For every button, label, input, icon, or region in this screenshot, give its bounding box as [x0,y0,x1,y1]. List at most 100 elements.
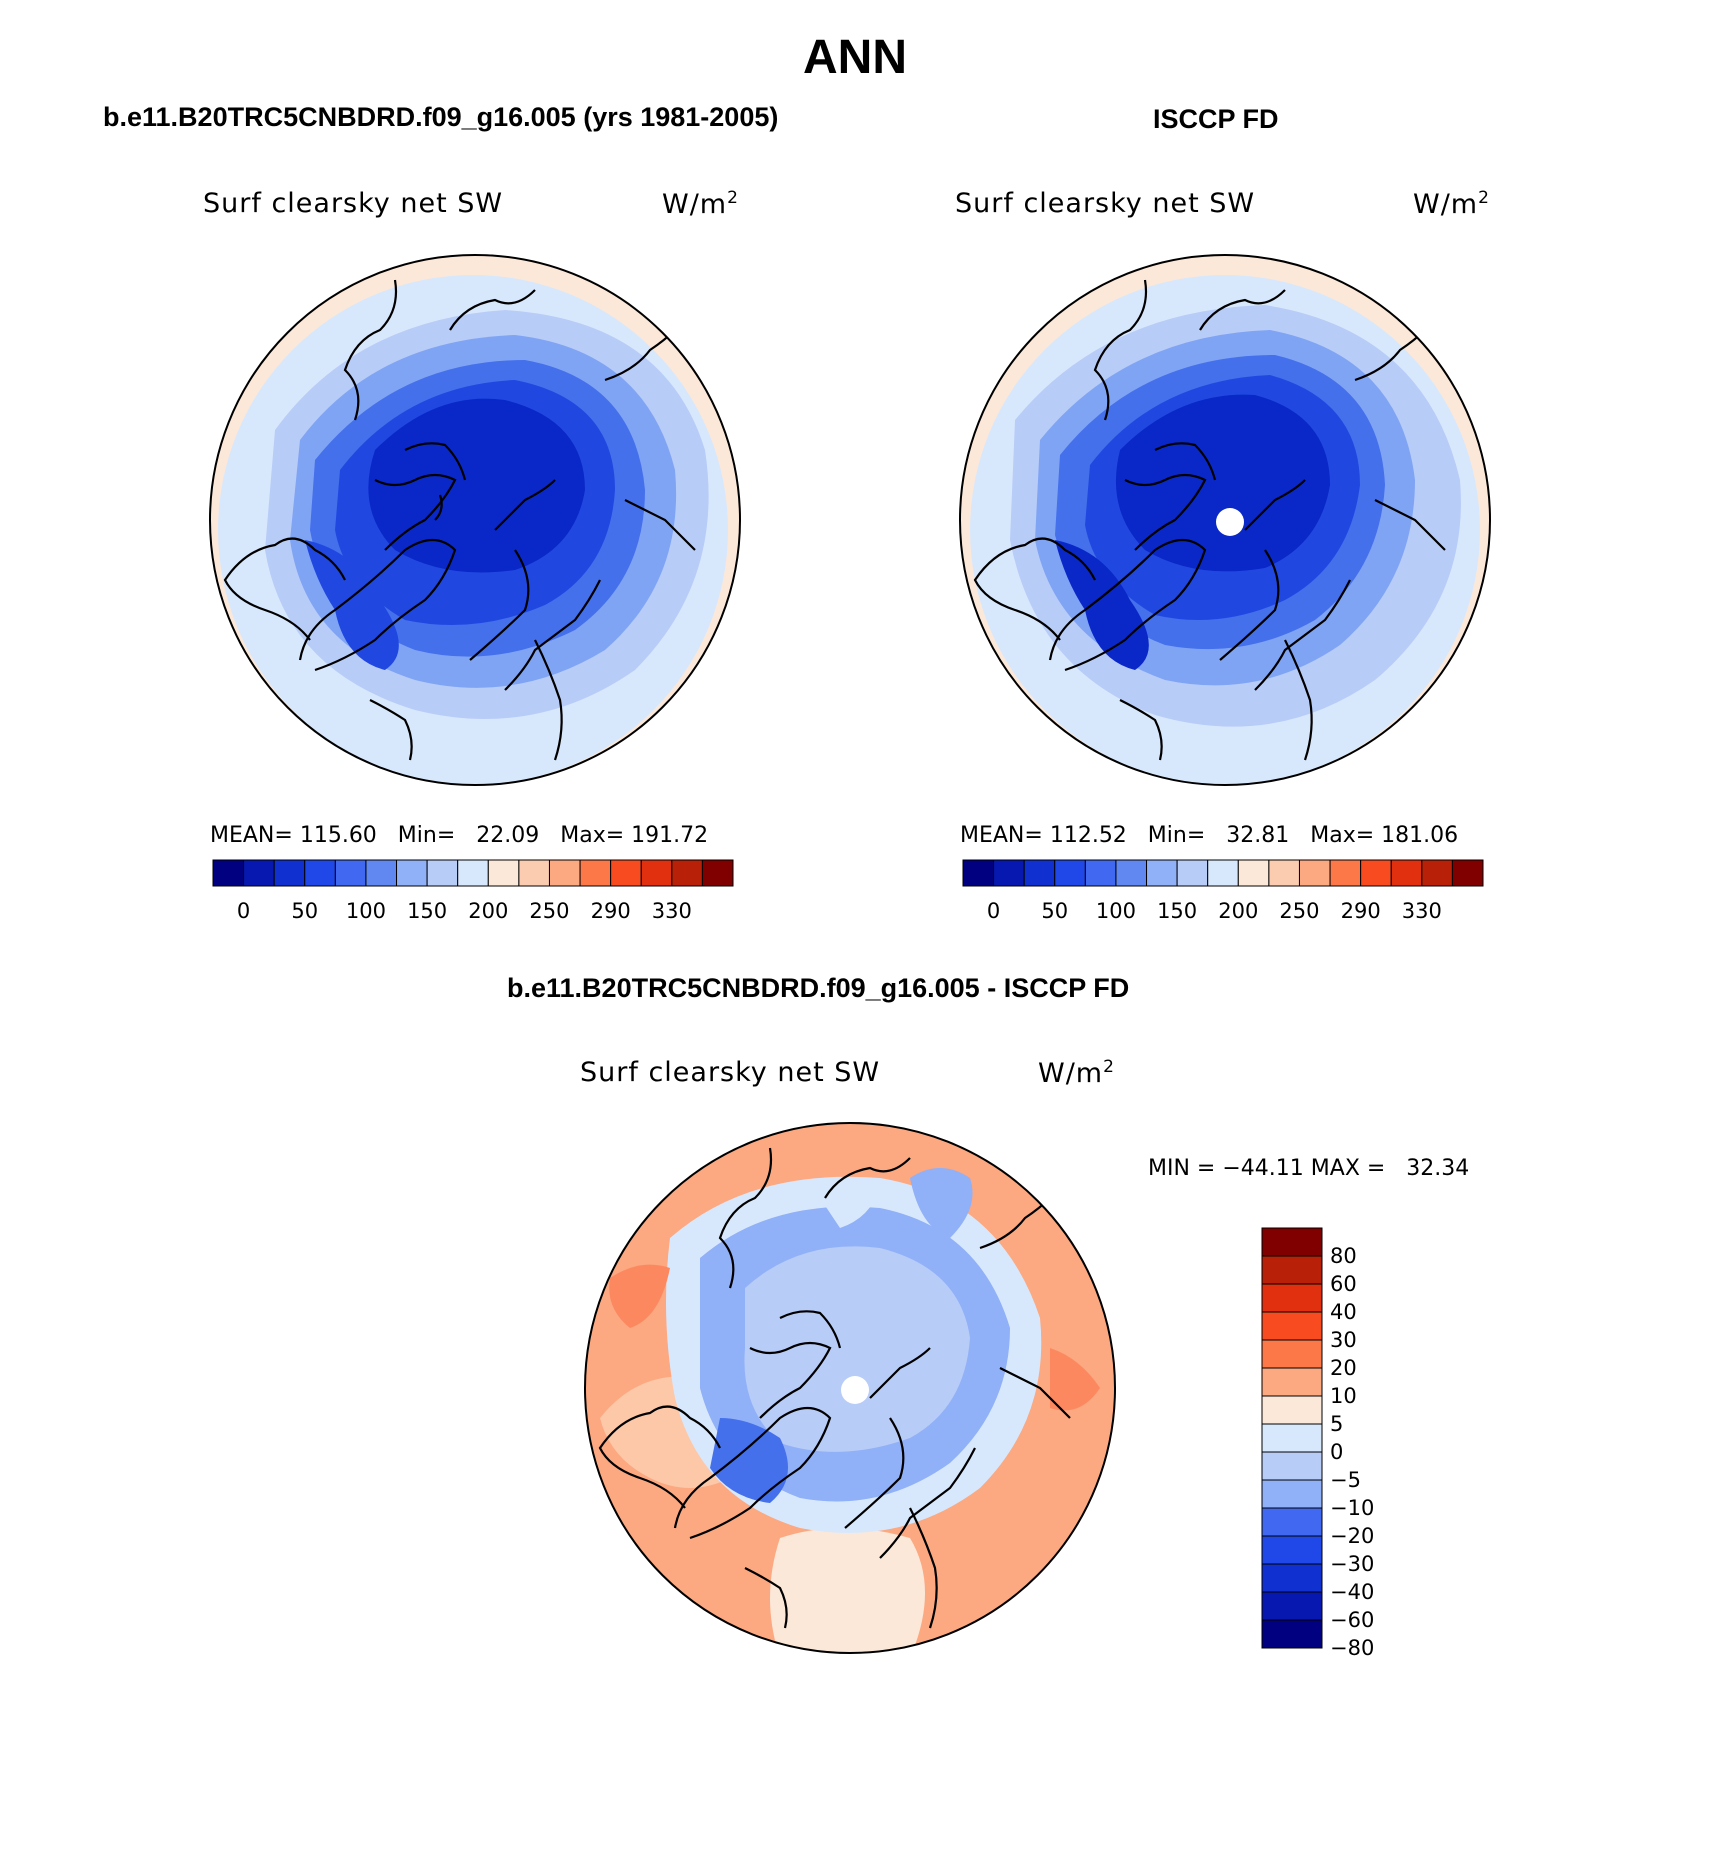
diff-colorbar-tick-label: −5 [1330,1468,1361,1492]
diff-colorbar-swatch [1261,1367,1323,1397]
diff-colorbar-swatch [1261,1535,1323,1565]
right-colorbar-tick-label: 50 [1041,899,1068,923]
diff-colorbar-tick-label: 60 [1330,1272,1357,1296]
diff-colorbar-tick-label: −40 [1330,1580,1374,1604]
right-colorbar-tick-label: 0 [987,899,1000,923]
diff-unit-label: W/m2 [1038,1057,1115,1089]
left-colorbar-tick-label: 250 [529,899,569,923]
diff-stats: MIN = −44.11 MAX = 32.34 [1148,1156,1470,1181]
right-colorbar-swatch [1176,859,1209,887]
right-colorbar-swatch [1115,859,1148,887]
right-colorbar-tick-label: 200 [1218,899,1258,923]
diff-panel-title: b.e11.B20TRC5CNBDRD.f09_g16.005 - ISCCP … [507,973,1130,1003]
right-panel-title: ISCCP FD [1153,104,1279,134]
right-colorbar-swatch [1023,859,1056,887]
diff-colorbar-tick-label: 80 [1330,1244,1357,1268]
diff-colorbar: 80 60 40 30 20 10 5 0 −5 −10 −20 −30 −40 −60 −80 [1261,1227,1374,1658]
left-colorbar-swatch [579,859,612,887]
left-colorbar-swatch [426,859,459,887]
diff-pole-mask [841,1376,869,1404]
diff-colorbar-swatch [1261,1619,1323,1649]
left-colorbar-swatch [243,859,275,887]
diff-colorbar-swatch [1261,1311,1323,1341]
diff-colorbar-tick-label: 20 [1330,1356,1357,1380]
right-colorbar-tick-label: 100 [1096,899,1136,923]
diff-colorbar-swatch [1261,1563,1323,1593]
diff-colorbar-tick-label: −10 [1330,1496,1374,1520]
right-colorbar-tick-label: 330 [1402,899,1442,923]
diff-colorbar-swatch [1261,1283,1323,1313]
diff-colorbar-swatch [1261,1339,1323,1369]
left-colorbar-tick-label: 0 [237,899,250,923]
left-colorbar-tick-label: 290 [591,899,631,923]
left-colorbar-swatch [548,859,581,887]
left-colorbar: 0 50 100 150 200 250 290 330 [212,859,734,923]
diff-colorbar-swatch [1261,1255,1323,1285]
diff-colorbar-tick-label: −20 [1330,1524,1374,1548]
left-stats: MEAN= 115.60 Min= 22.09 Max= 191.72 [210,823,709,848]
left-colorbar-swatch [640,859,673,887]
right-pole-mask [1216,508,1244,536]
left-colorbar-swatch [396,859,428,887]
left-variable-label: Surf clearsky net SW [203,188,504,219]
right-colorbar-tick-label: 290 [1341,899,1381,923]
diff-colorbar-tick-label: 30 [1330,1328,1357,1352]
diff-colorbar-tick-label: 10 [1330,1384,1357,1408]
left-colorbar-swatch [701,859,734,887]
diff-colorbar-swatch [1261,1395,1323,1425]
left-map-field [210,255,740,785]
diff-colorbar-tick-label: −80 [1330,1636,1374,1658]
right-colorbar-swatch [1207,859,1239,887]
left-colorbar-swatch [487,859,520,887]
left-colorbar-swatch [304,859,336,887]
main-title: ANN [803,31,907,84]
left-unit-label: W/m2 [662,188,739,220]
right-colorbar-swatch [1146,859,1178,887]
diff-colorbar-swatch [1261,1591,1323,1621]
left-colorbar-swatch [610,859,642,887]
right-colorbar-swatch [1360,859,1392,887]
left-colorbar-swatch [334,859,367,887]
right-colorbar-swatch [1421,859,1453,887]
left-colorbar-swatch [273,859,306,887]
diff-colorbar-tick-label: −30 [1330,1552,1374,1576]
diff-colorbar-tick-label: 5 [1330,1412,1343,1436]
right-colorbar: 0 50 100 150 200 250 290 330 [962,859,1484,923]
right-colorbar-swatch [1054,859,1086,887]
left-polar-map [209,254,741,786]
left-colorbar-tick-label: 50 [291,899,318,923]
left-colorbar-tick-label: 150 [407,899,447,923]
right-polar-map [959,254,1491,786]
left-colorbar-swatch [671,859,703,887]
left-colorbar-swatch [457,859,489,887]
diff-variable-label: Surf clearsky net SW [580,1057,881,1088]
diff-map-field [585,1123,1115,1653]
right-colorbar-swatch [1084,859,1117,887]
right-stats: MEAN= 112.52 Min= 32.81 Max= 181.06 [960,823,1459,848]
diff-colorbar-swatch [1261,1423,1323,1453]
right-colorbar-swatch [1298,859,1331,887]
right-colorbar-tick-label: 150 [1157,899,1197,923]
diff-colorbar-tick-label: −60 [1330,1608,1374,1632]
right-map-field [960,255,1490,785]
left-colorbar-swatch [212,859,245,887]
right-colorbar-tick-label: 250 [1279,899,1319,923]
right-colorbar-swatch [1329,859,1362,887]
diff-colorbar-tick-label: 0 [1330,1440,1343,1464]
diff-colorbar-tick-label: 40 [1330,1300,1357,1324]
left-panel-title: b.e11.B20TRC5CNBDRD.f09_g16.005 (yrs 198… [103,102,779,132]
right-variable-label: Surf clearsky net SW [955,188,1256,219]
left-colorbar-tick-label: 330 [652,899,692,923]
diff-colorbar-swatch [1261,1479,1323,1509]
left-colorbar-tick-label: 200 [468,899,508,923]
diff-colorbar-swatch [1261,1227,1323,1257]
right-colorbar-swatch [1237,859,1270,887]
right-colorbar-swatch [993,859,1025,887]
left-colorbar-tick-label: 100 [346,899,386,923]
right-colorbar-swatch [962,859,995,887]
left-colorbar-swatch [365,859,398,887]
right-colorbar-swatch [1268,859,1300,887]
left-colorbar-swatch [518,859,550,887]
diff-colorbar-swatch [1261,1451,1323,1481]
right-colorbar-swatch [1390,859,1423,887]
